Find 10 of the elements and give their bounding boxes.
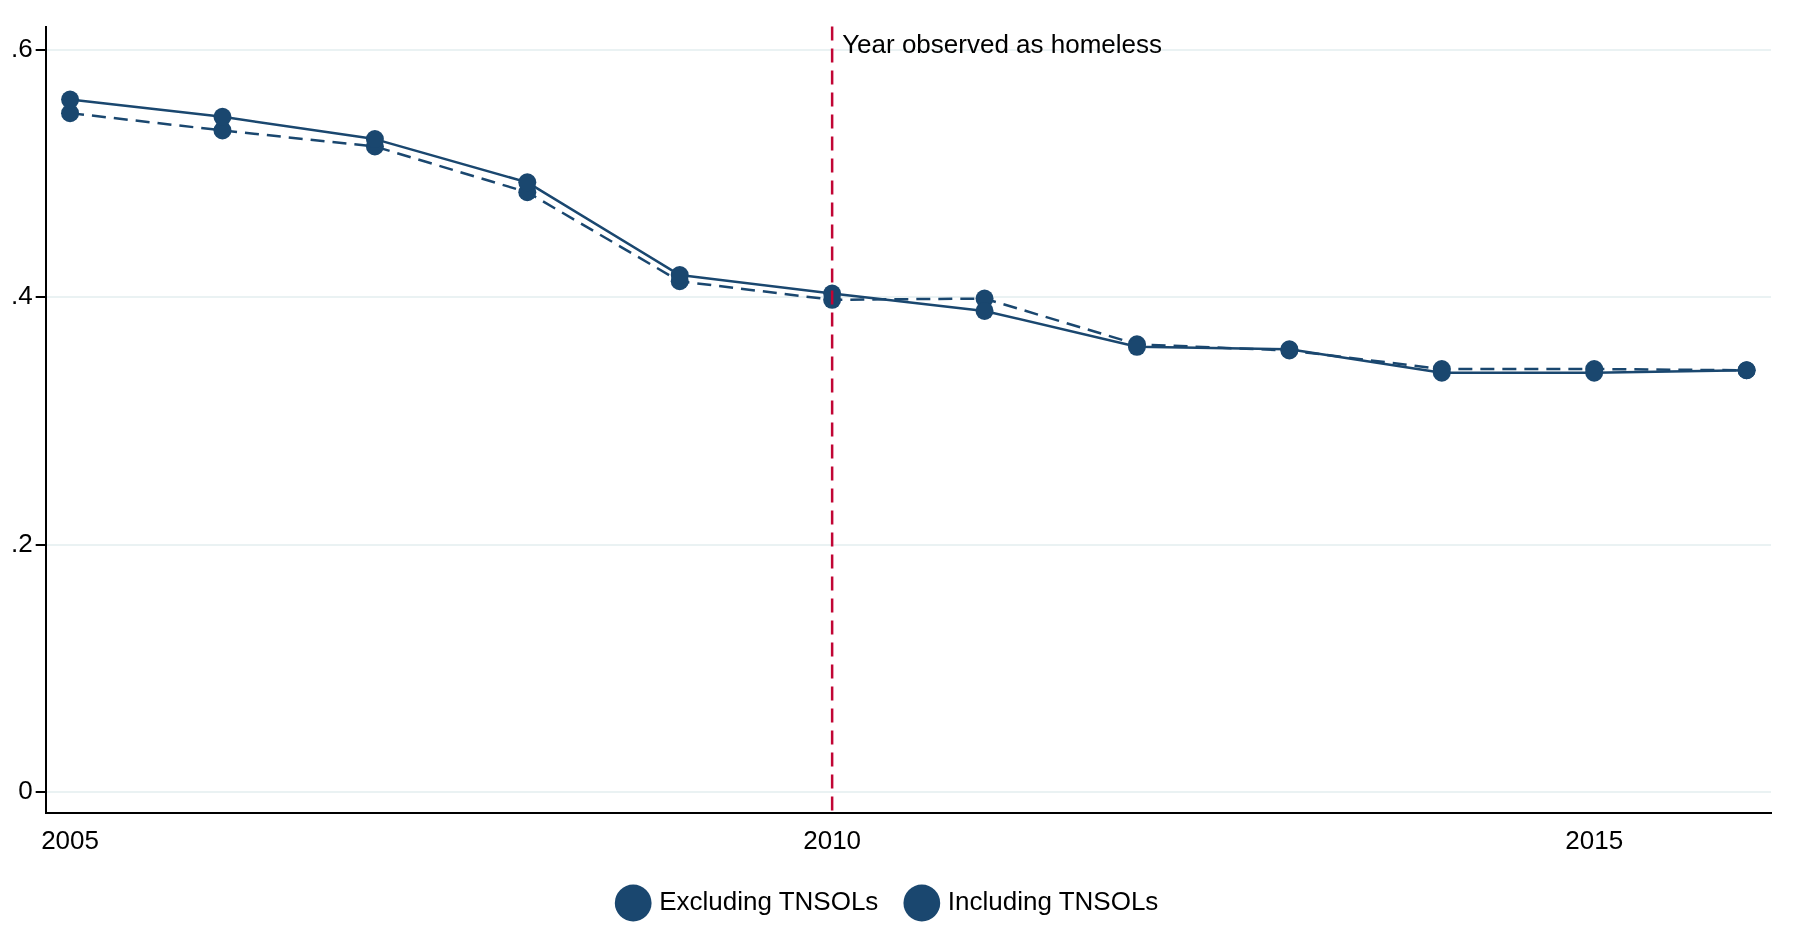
y-tick-label: .4 — [11, 280, 33, 311]
x-tick-label: 2010 — [803, 824, 862, 855]
y-tick-label: .2 — [11, 527, 33, 558]
ref-line-label: Year observed as homeless — [842, 28, 1163, 59]
legend-label: Including TNSOLs — [947, 886, 1159, 917]
x-tick-label: 2015 — [1565, 824, 1624, 855]
y-tick-label: 0 — [18, 774, 33, 805]
y-tick-label: .6 — [11, 33, 33, 64]
legend-label: Excluding TNSOLs — [659, 886, 879, 917]
x-tick-label: 2005 — [41, 824, 99, 855]
